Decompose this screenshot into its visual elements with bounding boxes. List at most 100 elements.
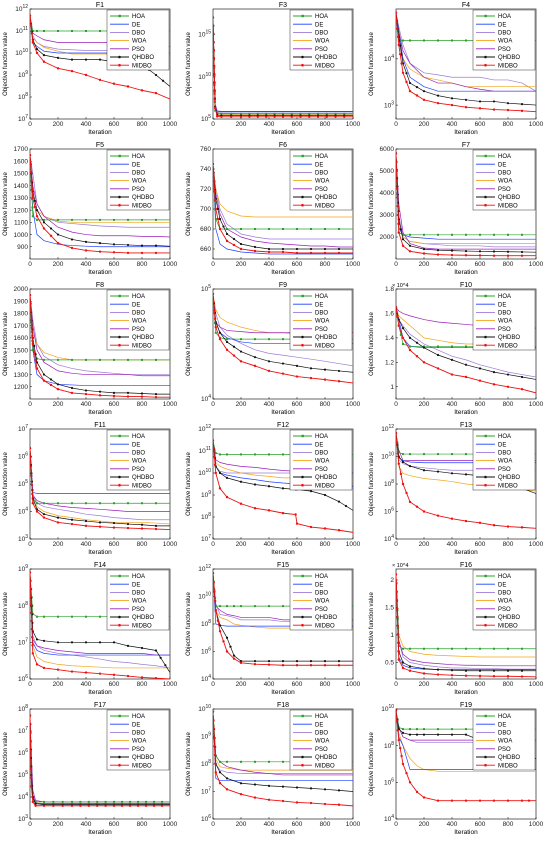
legend-entry-hoa: HOA <box>476 714 511 720</box>
point-marker <box>98 672 102 675</box>
x-tick-label: 800 <box>320 121 331 128</box>
y-tick-label: 1200 <box>14 384 29 391</box>
legend-entry-pso: PSO <box>476 747 511 753</box>
point-marker <box>396 213 400 217</box>
legend-label: DBO <box>498 451 511 457</box>
y-tick-label: 1 <box>390 632 394 639</box>
point-marker <box>213 65 216 69</box>
point-marker <box>71 30 73 32</box>
point-marker <box>408 465 412 468</box>
point-marker <box>437 233 439 236</box>
x-axis-label: Iteration <box>271 269 295 276</box>
point-marker <box>225 788 229 791</box>
point-marker <box>112 526 116 529</box>
point-marker <box>52 800 55 803</box>
series-line <box>213 440 353 533</box>
point-marker <box>401 327 405 330</box>
point-marker <box>49 378 53 381</box>
x-tick-label: 200 <box>236 681 247 688</box>
legend-label: MIDBO <box>315 203 335 209</box>
series-de <box>396 12 536 92</box>
point-marker <box>492 108 496 111</box>
x-tick-label: 600 <box>292 401 303 408</box>
legend-entry-dbo: DBO <box>110 451 145 457</box>
point-marker <box>43 615 45 618</box>
point-marker <box>218 331 222 334</box>
legend-label: MIDBO <box>498 763 518 769</box>
chart-title: F6 <box>279 142 287 149</box>
legend-label: HOA <box>315 714 328 720</box>
y-axis-label: Objective function value <box>3 451 9 515</box>
legend-entry-woa: WOA <box>110 739 146 745</box>
point-marker <box>214 331 217 334</box>
point-marker <box>239 792 243 796</box>
legend-label: QHDBO <box>315 195 337 201</box>
y-tick-label: 1012 <box>198 424 211 433</box>
x-axis-label: Iteration <box>271 129 295 136</box>
series-woa <box>30 572 170 669</box>
legend-marker <box>118 55 121 59</box>
point-marker <box>415 733 419 736</box>
legend: HOA DE DBO WOA PSO QHDBO MIDBO <box>289 429 353 491</box>
legend-label: WOA <box>315 39 329 45</box>
point-marker <box>396 205 400 208</box>
chart-title: F16 <box>460 562 472 569</box>
series-woa <box>396 153 536 244</box>
series-line <box>30 572 170 669</box>
point-marker <box>423 233 425 236</box>
x-tick-label: 0 <box>394 541 398 548</box>
x-axis-label: Iteration <box>454 129 478 136</box>
point-marker <box>253 796 257 799</box>
legend-box <box>289 289 353 351</box>
point-marker <box>415 355 419 358</box>
legend-label: PSO <box>315 187 328 193</box>
y-tick-label: 106 <box>18 748 28 757</box>
point-marker <box>309 660 313 663</box>
legend-entry-de: DE <box>110 162 140 168</box>
point-marker <box>126 526 130 530</box>
y-tick-label: 1.4 <box>385 335 394 342</box>
point-marker <box>397 650 400 653</box>
point-marker <box>254 228 256 230</box>
point-marker <box>436 673 440 676</box>
y-tick-label: 107 <box>18 638 28 647</box>
x-axis-label: Iteration <box>88 269 112 276</box>
point-marker <box>33 199 37 203</box>
legend-entry-qhdbo: QHDBO <box>293 55 337 61</box>
legend-label: QHDBO <box>132 755 154 761</box>
x-tick-label: 200 <box>419 541 430 548</box>
point-marker <box>226 760 228 763</box>
point-marker <box>30 456 32 459</box>
point-marker <box>140 527 144 530</box>
point-marker <box>422 346 426 349</box>
y-tick-label: 108 <box>384 741 394 750</box>
x-tick-label: 0 <box>211 261 215 268</box>
y-tick-label: 104 <box>18 792 28 801</box>
x-tick-label: 800 <box>320 401 331 408</box>
series-midbo <box>213 16 353 119</box>
legend-label: QHDBO <box>132 475 154 481</box>
series-line <box>213 163 353 248</box>
legend-entry-midbo: MIDBO <box>476 203 518 209</box>
point-marker <box>337 500 341 503</box>
point-marker <box>30 465 33 468</box>
series-pso <box>30 155 170 238</box>
x-tick-label: 400 <box>264 681 275 688</box>
x-tick-label: 0 <box>28 401 32 408</box>
y-tick-label: 106 <box>201 647 211 656</box>
legend-entry-de: DE <box>110 722 140 728</box>
legend-label: HOA <box>498 714 511 720</box>
point-marker <box>308 112 311 115</box>
point-marker <box>282 453 284 456</box>
series-line <box>30 572 170 656</box>
point-marker <box>232 243 236 247</box>
series-midbo <box>213 710 353 807</box>
legend-label: PSO <box>132 187 145 193</box>
point-marker <box>31 492 34 496</box>
legend-label: PSO <box>498 47 511 53</box>
point-marker <box>30 785 33 788</box>
point-marker <box>56 521 60 524</box>
point-marker <box>268 228 270 230</box>
y-tick-label: 680 <box>200 226 211 233</box>
point-marker <box>30 732 32 735</box>
